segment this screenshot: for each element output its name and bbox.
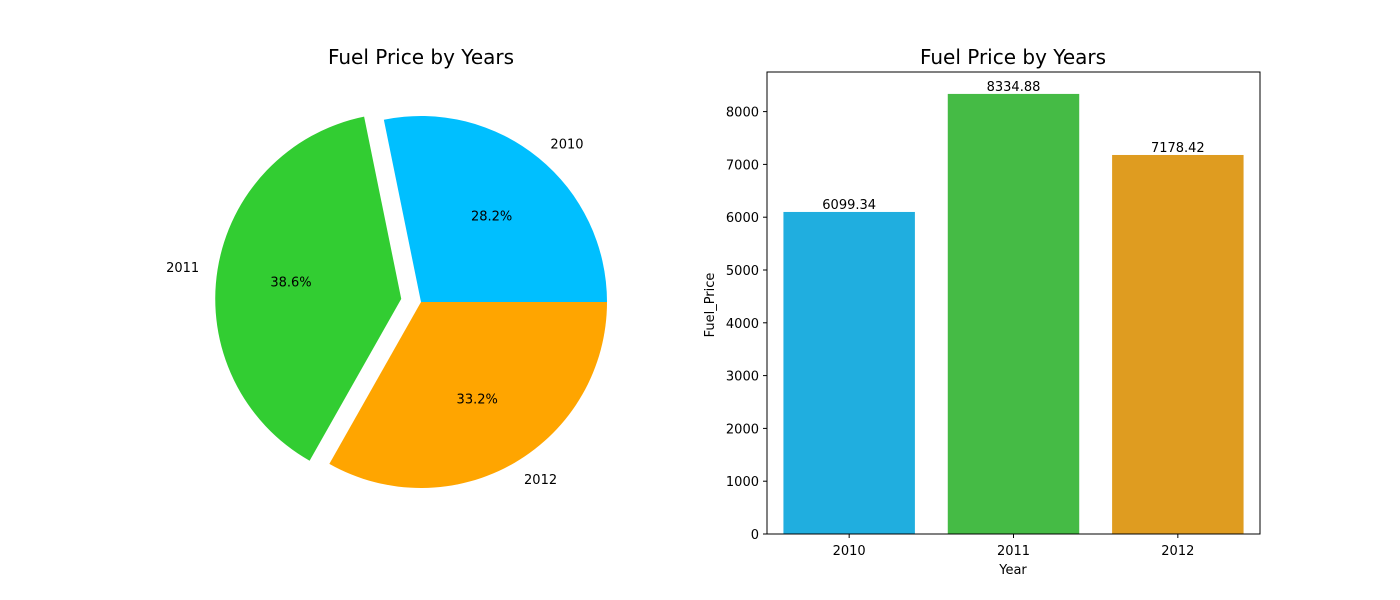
y-tick-label: 2000: [726, 422, 759, 437]
bar-value-label-2011: 8334.88: [987, 80, 1041, 95]
pie-category-label-2011: 2011: [166, 261, 199, 276]
bar-2012: [1112, 154, 1244, 534]
pie-category-label-2012: 2012: [524, 473, 557, 488]
bar-2010: [783, 211, 915, 535]
x-axis-label: Year: [998, 563, 1027, 578]
pie-pct-label-2011: 38.6%: [270, 275, 311, 290]
y-tick-label: 4000: [726, 317, 759, 332]
bar-title: Fuel Price by Years: [920, 45, 1106, 69]
y-axis-label: Fuel_Price: [703, 273, 718, 338]
y-tick-label: 0: [751, 528, 759, 543]
bar-2011: [947, 93, 1080, 534]
pie-slice-2010: [383, 116, 607, 302]
pie-title: Fuel Price by Years: [328, 45, 514, 69]
y-tick-label: 8000: [726, 106, 759, 121]
x-tick-label-2010: 2010: [833, 544, 866, 559]
pie-slice-2011: [215, 116, 402, 461]
bar-value-label-2010: 6099.34: [822, 198, 876, 213]
pie-chart: Fuel Price by Years 28.2% 2010 38.6% 2011 33…: [166, 45, 607, 488]
pie-pct-label-2010: 28.2%: [471, 210, 512, 225]
y-tick-label: 3000: [726, 370, 759, 385]
pie-slice-2012: [329, 302, 607, 488]
y-tick-label: 6000: [726, 211, 759, 226]
x-tick-label-2012: 2012: [1161, 544, 1194, 559]
bar-chart: Fuel Price by Years Year Fuel_Price 6099…: [703, 45, 1261, 578]
pie-pct-label-2012: 33.2%: [457, 392, 498, 407]
y-tick-label: 5000: [726, 264, 759, 279]
plot-frame: [766, 71, 1261, 535]
y-tick-label: 1000: [726, 475, 759, 490]
y-tick-label: 7000: [726, 158, 759, 173]
x-tick-label-2011: 2011: [997, 544, 1030, 559]
pie-category-label-2010: 2010: [550, 138, 583, 153]
bar-value-label-2012: 7178.42: [1151, 141, 1205, 156]
